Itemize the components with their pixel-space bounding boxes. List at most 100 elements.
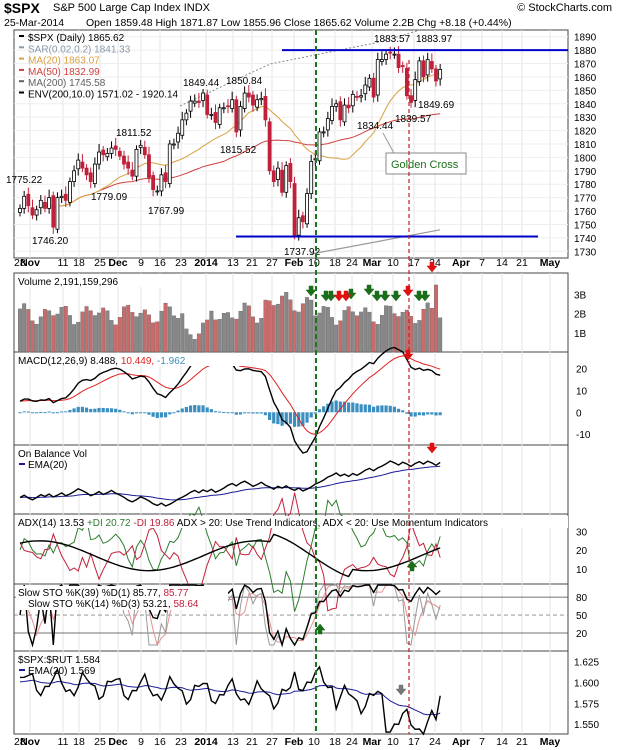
x-axis-label: 11 [58, 257, 69, 269]
volume-bar [246, 305, 251, 353]
golden-cross-pointer [382, 132, 396, 156]
candle-body [72, 170, 76, 182]
price-axis-label: 1780 [574, 180, 597, 191]
volume-bar [30, 320, 35, 353]
volume-bar [363, 307, 368, 353]
candle-body [192, 100, 197, 104]
candle-body [88, 172, 93, 182]
volume-bar [34, 323, 39, 353]
macd-histogram-bar [243, 412, 247, 414]
candle-body [300, 215, 305, 223]
x-axis-label: May [540, 257, 561, 269]
volume-bar [155, 321, 160, 353]
x-axis-label: 10 [308, 736, 320, 748]
x-axis-label: Nov [20, 736, 40, 748]
volume-bar [396, 316, 401, 353]
candle-body [330, 106, 334, 121]
volume-bar [151, 322, 156, 353]
candle-body [434, 68, 438, 82]
price-annotation: 1850.84 [226, 76, 263, 87]
candle-body [404, 67, 409, 97]
macd-histogram-bar [301, 412, 305, 426]
volume-bar [213, 319, 218, 353]
candle-body [226, 105, 230, 108]
macd-histogram-bar [330, 401, 334, 413]
volume-bar [134, 316, 139, 353]
ratio-axis-label: 1.550 [574, 720, 599, 731]
x-axis-label: Feb [285, 736, 304, 748]
volume-bar [417, 320, 422, 353]
price-axis-label: 1860 [574, 73, 597, 84]
volume-bar [355, 315, 359, 353]
obv-legend: On Balance Vol [18, 449, 87, 460]
volume-bar [184, 328, 189, 353]
candle-body [271, 170, 276, 182]
x-axis-label: 16 [154, 736, 166, 748]
macd-axis-label: 10 [576, 386, 588, 397]
macd-histogram-bar [180, 408, 184, 413]
green-down-arrow [371, 290, 383, 302]
adx-line [19, 533, 441, 578]
x-axis-label: 25 [94, 257, 106, 269]
candle-body [68, 181, 72, 203]
volume-bar [26, 309, 31, 353]
price-annotation: 1839.57 [395, 114, 432, 125]
adx-axis-label: 20 [576, 546, 588, 557]
macd-histogram-bar [51, 412, 55, 414]
candle-body [367, 77, 372, 88]
price-axis-label: 1760 [574, 207, 597, 218]
macd-histogram-bar [347, 402, 351, 413]
sto-legend-2: Slow STO %K(14) %D(3) 53.21, 58.64 [28, 599, 199, 610]
macd-histogram-bar [164, 412, 168, 418]
macd-histogram-bar [26, 411, 30, 413]
adx-axis-label: 10 [576, 565, 588, 576]
red-down-arrow [333, 290, 345, 302]
volume-bar [317, 312, 322, 353]
volume-bar [226, 312, 230, 353]
price-annotation: 1737.92 [284, 247, 321, 258]
volume-bar [404, 309, 409, 353]
green-down-arrow [379, 290, 391, 302]
macd-histogram-bar [255, 412, 259, 414]
green-down-arrow [419, 290, 431, 302]
candle-body [321, 131, 326, 134]
volume-bar [47, 310, 52, 353]
volume-bar [217, 319, 222, 353]
candle-body [97, 151, 101, 165]
volume-bar [230, 317, 235, 353]
candle-body [309, 161, 314, 195]
candle-body [242, 92, 247, 109]
candle-body [288, 163, 293, 182]
volume-bar [400, 312, 405, 353]
price-annotation: 1775.22 [6, 175, 43, 186]
price-axis-label: 1770 [574, 194, 597, 205]
macd-histogram-bar [284, 412, 288, 425]
x-axis-label: 24 [346, 736, 358, 748]
macd-histogram-bar [109, 408, 114, 413]
price-annotation: 1883.57 [374, 34, 411, 45]
volume-bar [43, 309, 47, 353]
candle-body [380, 59, 384, 62]
macd-histogram-bar [139, 412, 143, 414]
x-axis-label: May [540, 736, 561, 748]
copyright[interactable]: © StockCharts.com [517, 2, 612, 14]
volume-bar [130, 312, 135, 353]
x-axis-label: 9 [138, 736, 144, 748]
candle-body [213, 112, 218, 123]
price-axis-label: 1730 [574, 247, 597, 258]
volume-bar [251, 316, 255, 353]
price-legend-item: SAR(0.02,0.2) 1841.33 [28, 44, 131, 55]
volume-bar [275, 303, 280, 353]
macd-histogram-bar [338, 401, 342, 413]
macd-histogram-bar [238, 412, 243, 415]
macd-histogram-bar [276, 412, 280, 425]
volume-bar [296, 311, 301, 353]
x-axis-label: 14 [496, 736, 508, 748]
volume-bar [113, 324, 118, 353]
volume-bar [392, 313, 397, 353]
macd-histogram-bar [417, 412, 421, 416]
x-axis-label: 14 [496, 257, 508, 269]
macd-histogram-bar [426, 412, 430, 415]
macd-histogram-bar [188, 405, 193, 413]
